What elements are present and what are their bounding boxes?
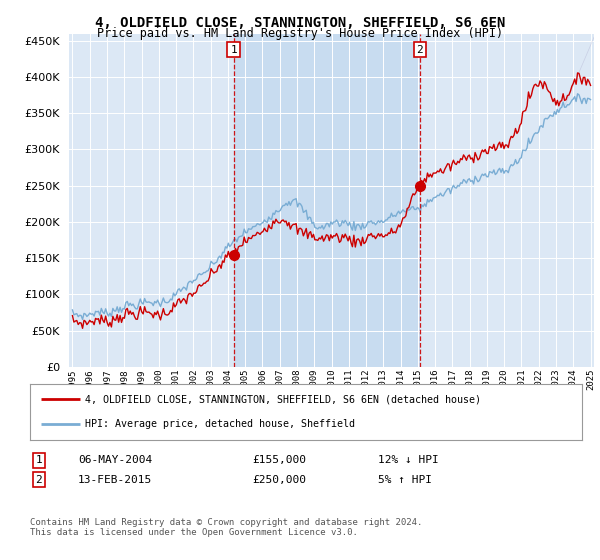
Text: 2: 2 xyxy=(416,45,423,54)
Text: 1: 1 xyxy=(35,455,43,465)
Text: £155,000: £155,000 xyxy=(252,455,306,465)
Text: Price paid vs. HM Land Registry's House Price Index (HPI): Price paid vs. HM Land Registry's House … xyxy=(97,27,503,40)
Text: 4, OLDFIELD CLOSE, STANNINGTON, SHEFFIELD, S6 6EN: 4, OLDFIELD CLOSE, STANNINGTON, SHEFFIEL… xyxy=(95,16,505,30)
Text: 12% ↓ HPI: 12% ↓ HPI xyxy=(378,455,439,465)
Text: Contains HM Land Registry data © Crown copyright and database right 2024.
This d: Contains HM Land Registry data © Crown c… xyxy=(30,518,422,538)
Text: £250,000: £250,000 xyxy=(252,475,306,485)
Text: 4, OLDFIELD CLOSE, STANNINGTON, SHEFFIELD, S6 6EN (detached house): 4, OLDFIELD CLOSE, STANNINGTON, SHEFFIEL… xyxy=(85,394,481,404)
Text: 2: 2 xyxy=(35,475,43,485)
Text: 13-FEB-2015: 13-FEB-2015 xyxy=(78,475,152,485)
Bar xyxy=(233,34,420,367)
Text: 1: 1 xyxy=(230,45,237,54)
Text: HPI: Average price, detached house, Sheffield: HPI: Average price, detached house, Shef… xyxy=(85,419,355,429)
Text: 06-MAY-2004: 06-MAY-2004 xyxy=(78,455,152,465)
Text: 5% ↑ HPI: 5% ↑ HPI xyxy=(378,475,432,485)
